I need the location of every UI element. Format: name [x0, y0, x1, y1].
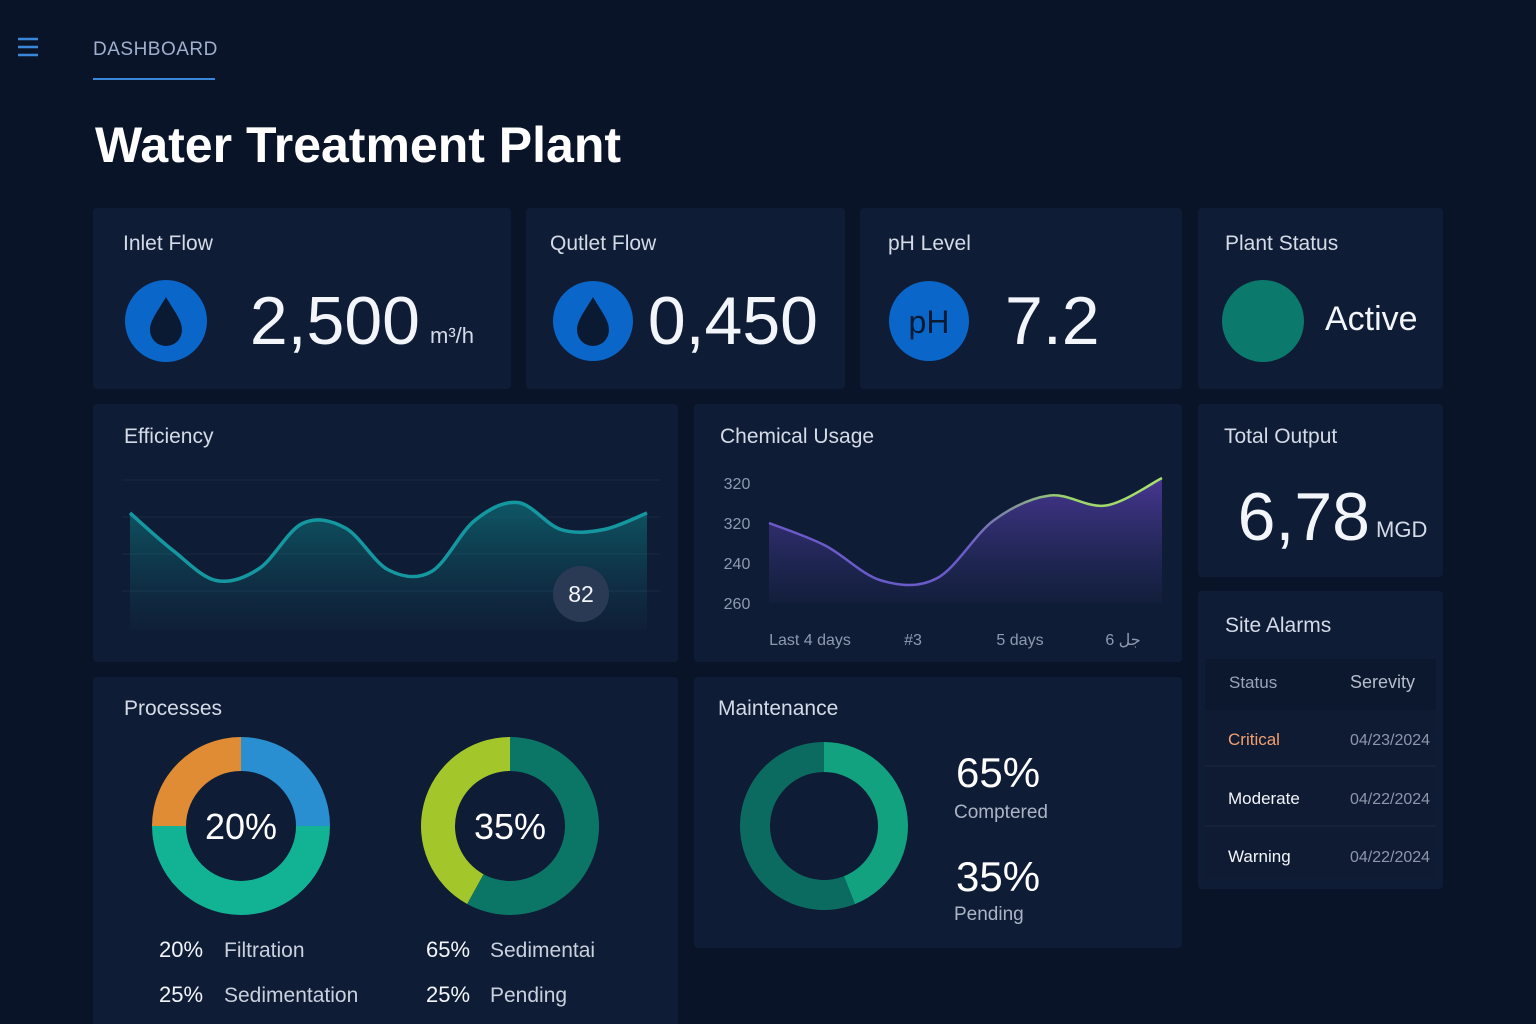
kpi-value: 2,500 [250, 283, 420, 359]
donut-segment [824, 742, 908, 905]
donut-center: 35% [474, 806, 546, 847]
card-label: pH Level [888, 232, 971, 255]
card [1198, 404, 1443, 577]
alarm-status: Moderate [1228, 789, 1300, 808]
card-title: Maintenance [718, 697, 838, 720]
y-tick-label: 320 [724, 516, 751, 533]
y-tick-label: 260 [724, 596, 751, 613]
legend-label: Pending [490, 984, 567, 1007]
drop-icon [577, 297, 609, 346]
donut-segment [152, 826, 330, 915]
alarm-status: Critical [1228, 730, 1280, 749]
menu-icon[interactable] [18, 37, 38, 57]
donut-segment [152, 737, 241, 826]
card-title: Efficiency [124, 425, 214, 448]
card-label: Qutlet Flow [550, 232, 657, 255]
column-header: Serevity [1350, 672, 1415, 692]
donut-segment [241, 737, 330, 826]
alarm-date: 04/22/2024 [1350, 791, 1430, 808]
card-title: Chemical Usage [720, 425, 874, 448]
x-tick-label: #3 [904, 632, 922, 649]
total-unit: MGD [1376, 517, 1427, 542]
area [130, 502, 647, 630]
stat-label: Comptered [954, 802, 1048, 823]
donut-segment [421, 737, 510, 904]
legend-pct: 65% [426, 937, 470, 962]
nav-tab[interactable]: DASHBOARD [93, 39, 218, 60]
alarm-date: 04/22/2024 [1350, 849, 1430, 866]
badge [553, 566, 609, 622]
card-label: Inlet Flow [123, 232, 214, 255]
area [769, 478, 1162, 603]
stat-value: 65% [956, 749, 1040, 796]
line [768, 476, 1163, 587]
card-title: Total Output [1224, 425, 1337, 448]
y-tick-label: 240 [724, 556, 751, 573]
y-tick-label: 320 [724, 476, 751, 493]
total-value: 6,78 [1238, 479, 1370, 555]
kpi-unit: m³/h [430, 323, 474, 348]
badge-value: 82 [568, 581, 594, 607]
legend-label: Sedimentation [224, 984, 358, 1007]
column-header: Status [1229, 673, 1277, 692]
stat-label: Pending [954, 904, 1024, 925]
status-value: Active [1325, 300, 1418, 338]
table-header [1205, 659, 1436, 710]
page-title: Water Treatment Plant [95, 117, 621, 173]
donut-segment [467, 737, 600, 915]
alarm-date: 04/23/2024 [1350, 732, 1430, 749]
ph-icon: pH [909, 304, 950, 340]
donut-segment [739, 742, 855, 911]
x-tick-label: Last 4 days [769, 632, 851, 649]
icon-circle [889, 281, 969, 361]
status-indicator [1222, 280, 1304, 362]
table-body [1205, 710, 1436, 878]
alarm-status: Warning [1228, 847, 1291, 866]
kpi-value: 0,450 [648, 283, 818, 359]
stat-value: 35% [956, 853, 1040, 900]
line [128, 500, 648, 583]
drop-icon [150, 297, 182, 346]
legend-pct: 25% [426, 982, 470, 1007]
card-label: Plant Status [1225, 232, 1338, 255]
x-tick-label: 6 جل [1105, 632, 1140, 649]
legend-pct: 25% [159, 982, 203, 1007]
legend-label: Filtration [224, 939, 305, 962]
donut-center: 20% [205, 806, 277, 847]
legend-pct: 20% [159, 937, 203, 962]
x-tick-label: 5 days [996, 632, 1043, 649]
card-title: Processes [124, 697, 222, 720]
kpi-value: 7.2 [1005, 283, 1100, 359]
card-title: Site Alarms [1225, 614, 1331, 637]
legend-label: Sedimentai [490, 939, 595, 962]
